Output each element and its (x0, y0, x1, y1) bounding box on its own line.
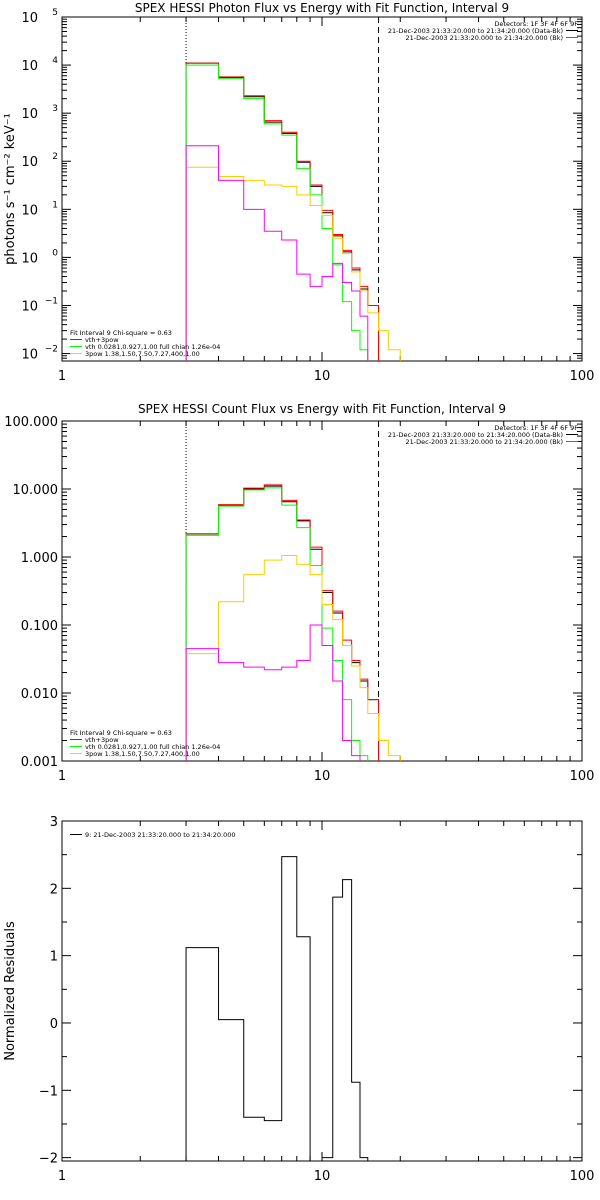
photon-legend-entry: vth+3pow (85, 336, 119, 344)
photon-y-tick-exponent: 1 (52, 200, 58, 210)
photon-title: SPEX HESSI Photon Flux vs Energy with Fi… (135, 1, 509, 15)
photon-y-tick-exponent: 3 (52, 104, 58, 114)
photon-y-tick-exponent: −1 (45, 296, 58, 306)
count-legend-entry: vth 0.0281,0.927,1.00 full chian 1.26e-0… (85, 743, 220, 751)
count-legend-entry: 21-Dec-2003 21:33:20.000 to 21:34:20.000… (388, 431, 563, 439)
photon-y-tick-base: 10 (21, 299, 38, 314)
photon-y-tick-base: 10 (21, 348, 38, 363)
photon-legend-entry: 21-Dec-2003 21:33:20.000 to 21:34:20.000… (388, 27, 563, 35)
photon-y-tick-label: 10 (21, 11, 38, 26)
residuals-data-area (185, 856, 369, 1161)
photon-series-vth (185, 64, 369, 361)
residuals-y-tick-label: −2 (39, 1152, 58, 1167)
photon-y-tick-exponent: 4 (52, 56, 58, 66)
count-y-tick-label: 1.000 (21, 551, 58, 566)
photon-legend-fit-interval: Fit Interval 9 Chi-square = 0.63 (70, 329, 172, 337)
photon-x-tick-label: 100 (570, 369, 595, 384)
residuals-legend-entry: 9: 21-Dec-2003 21:33:20.000 to 21:34:20.… (85, 831, 236, 839)
count-y-tick-label: 100.000 (4, 415, 58, 430)
residuals-x-tick-label: 10 (314, 1169, 331, 1184)
residuals-x-tick-label: 100 (570, 1169, 595, 1184)
photon-y-tick-base: 10 (21, 59, 38, 74)
photon-y-tick-exponent: 0 (52, 248, 58, 258)
residuals-y-tick-label: 2 (50, 882, 58, 897)
photon-y-tick-exponent: 5 (52, 8, 58, 18)
photon-y-tick-base: 10 (21, 251, 38, 266)
photon-y-tick-base: 10 (21, 11, 38, 26)
photon-series-data-bk (185, 62, 380, 361)
photon-y-tick-base: 10 (21, 107, 38, 122)
count-legend-detectors: Detectors: 1F 3F 4F 6F 9F (494, 424, 578, 432)
photon-y-tick-label: 10 (21, 155, 38, 170)
count-y-tick-label: 10.000 (13, 483, 59, 498)
residuals-chart: 1 10 100 −2 −1 0 1 2 3 Normalized Residuals 9: 21-… (3, 815, 594, 1184)
residuals-x-tick-label: 1 (58, 1169, 66, 1184)
photon-y-tick-label: 10 (21, 251, 38, 266)
photon-y-tick-label: 10 (21, 348, 38, 363)
count-y-tick-label: 0.100 (21, 619, 58, 634)
photon-series-3pow (185, 166, 401, 361)
count-series-vth (185, 487, 369, 761)
photon-x-tick-label: 1 (58, 369, 66, 384)
residuals-series-9-21-dec-2003-21-33-20-000-to-21-34-20-000 (185, 856, 369, 1161)
photon-data-area (185, 62, 401, 361)
photon-y-tick-base: 10 (21, 203, 38, 218)
residuals-y-tick-label: 3 (50, 815, 58, 830)
photon-series-vth-3pow (185, 62, 380, 361)
photon-y-tick-exponent: 2 (52, 152, 58, 162)
count-series-data-bk (185, 485, 380, 761)
photon-y-tick-label: 10 (21, 59, 38, 74)
photon-y-tick-exponent: −2 (45, 345, 58, 355)
photon-y-tick-label: 10 (21, 299, 38, 314)
photon-y-tick-label: 10 (21, 107, 38, 122)
photon-y-axis-label: photons s⁻¹ cm⁻² keV⁻¹ (3, 113, 18, 265)
count-y-tick-label: 0.001 (21, 755, 58, 770)
residuals-y-tick-label: 0 (50, 1017, 58, 1032)
count-x-tick-label: 10 (314, 769, 331, 784)
count-series-vth-3pow (185, 484, 380, 761)
residuals-y-tick-label: 1 (50, 950, 58, 965)
count-legend-entry: 21-Dec-2003 21:33:20.000 to 21:34:20.000… (406, 438, 564, 446)
residuals-y-axis-label: Normalized Residuals (3, 921, 18, 1061)
count-legend-fit-interval: Fit Interval 9 Chi-square = 0.63 (70, 729, 172, 737)
residuals-y-tick-label: −1 (39, 1084, 58, 1099)
count-series-3pow (185, 555, 401, 761)
count-chart: SPEX HESSI Count Flux vs Energy with Fit… (4, 402, 594, 784)
photon-series-bk (185, 145, 369, 361)
count-y-tick-label: 0.010 (21, 687, 58, 702)
count-data-area (185, 484, 401, 761)
photon-chart: SPEX HESSI Photon Flux vs Energy with Fi… (3, 1, 594, 384)
residuals-plot-frame (61, 820, 583, 1162)
photon-legend-entry: vth 0.0281,0.927,1.00 full chian 1.26e-0… (85, 343, 220, 351)
photon-legend-entry: 21-Dec-2003 21:33:20.000 to 21:34:20.000… (406, 34, 564, 42)
photon-legend-entry: 3pow 1.38,1.50,7.50,7.27,400,1.00 (85, 350, 200, 358)
photon-y-tick-label: 10 (21, 203, 38, 218)
photon-legend-detectors: Detectors: 1F 3F 4F 6F 9F (494, 20, 578, 28)
count-title: SPEX HESSI Count Flux vs Energy with Fit… (138, 402, 506, 416)
count-x-tick-label: 100 (570, 769, 595, 784)
count-x-tick-label: 1 (58, 769, 66, 784)
count-series-bk (185, 624, 361, 761)
count-legend-entry: vth+3pow (85, 736, 119, 744)
count-legend-entry: 3pow 1.38,1.50,7.50,7.27,400,1.00 (85, 750, 200, 758)
photon-x-tick-label: 10 (314, 369, 331, 384)
photon-y-tick-base: 10 (21, 155, 38, 170)
